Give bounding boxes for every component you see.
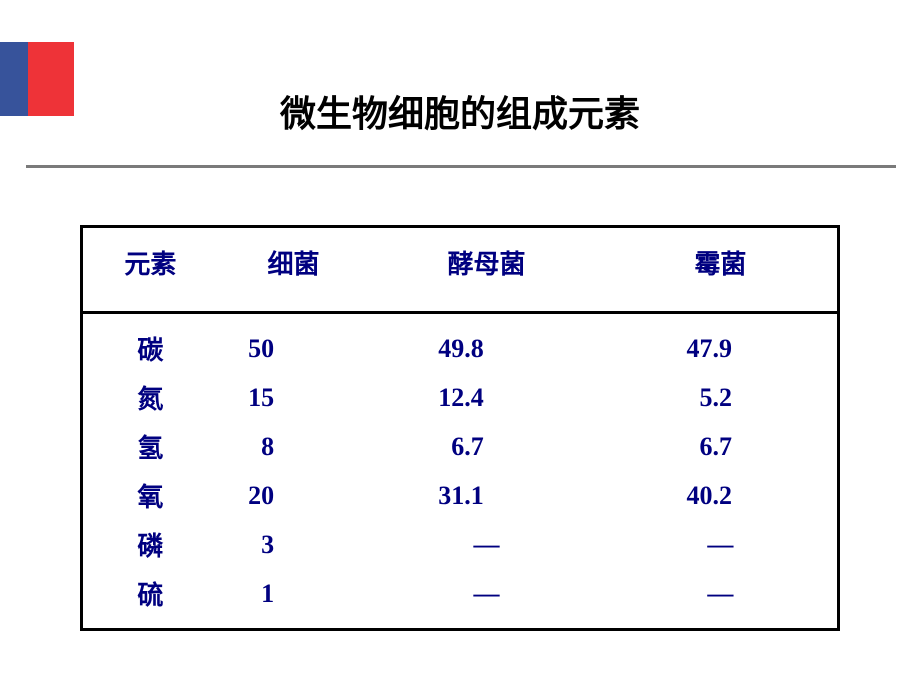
table-row: 氢 8 6.7 6.7	[82, 422, 839, 471]
bacteria-value: 8	[218, 422, 369, 471]
table-header-row: 元素 细菌 酵母菌 霉菌	[82, 227, 839, 313]
decoration-block	[0, 42, 28, 70]
column-header-bacteria: 细菌	[218, 227, 369, 313]
column-header-mold: 霉菌	[604, 227, 839, 313]
bacteria-value: 1	[218, 569, 369, 630]
mold-value: 5.2	[604, 373, 839, 422]
column-header-yeast: 酵母菌	[369, 227, 604, 313]
yeast-value: 12.4	[369, 373, 604, 422]
mold-value: —	[604, 520, 839, 569]
page-title: 微生物细胞的组成元素	[0, 85, 920, 137]
yeast-value: —	[369, 520, 604, 569]
elements-table: 元素 细菌 酵母菌 霉菌 碳 50 49.8 47.9 氮 15 12.4 5.…	[80, 225, 840, 631]
bacteria-value: 20	[218, 471, 369, 520]
yeast-value: 31.1	[369, 471, 604, 520]
table-row: 碳 50 49.8 47.9	[82, 313, 839, 374]
decoration-block	[28, 42, 74, 70]
yeast-value: 6.7	[369, 422, 604, 471]
column-header-element: 元素	[82, 227, 218, 313]
table-row: 磷 3 — —	[82, 520, 839, 569]
bacteria-value: 50	[218, 313, 369, 374]
element-name: 磷	[82, 520, 218, 569]
bacteria-value: 15	[218, 373, 369, 422]
mold-value: 47.9	[604, 313, 839, 374]
element-name: 碳	[82, 313, 218, 374]
yeast-value: 49.8	[369, 313, 604, 374]
element-name: 氧	[82, 471, 218, 520]
bacteria-value: 3	[218, 520, 369, 569]
yeast-value: —	[369, 569, 604, 630]
data-table-container: 元素 细菌 酵母菌 霉菌 碳 50 49.8 47.9 氮 15 12.4 5.…	[80, 225, 840, 631]
mold-value: —	[604, 569, 839, 630]
element-name: 硫	[82, 569, 218, 630]
title-divider	[26, 165, 896, 168]
table-row: 氧 20 31.1 40.2	[82, 471, 839, 520]
element-name: 氮	[82, 373, 218, 422]
mold-value: 6.7	[604, 422, 839, 471]
table-row: 氮 15 12.4 5.2	[82, 373, 839, 422]
element-name: 氢	[82, 422, 218, 471]
table-row: 硫 1 — —	[82, 569, 839, 630]
mold-value: 40.2	[604, 471, 839, 520]
